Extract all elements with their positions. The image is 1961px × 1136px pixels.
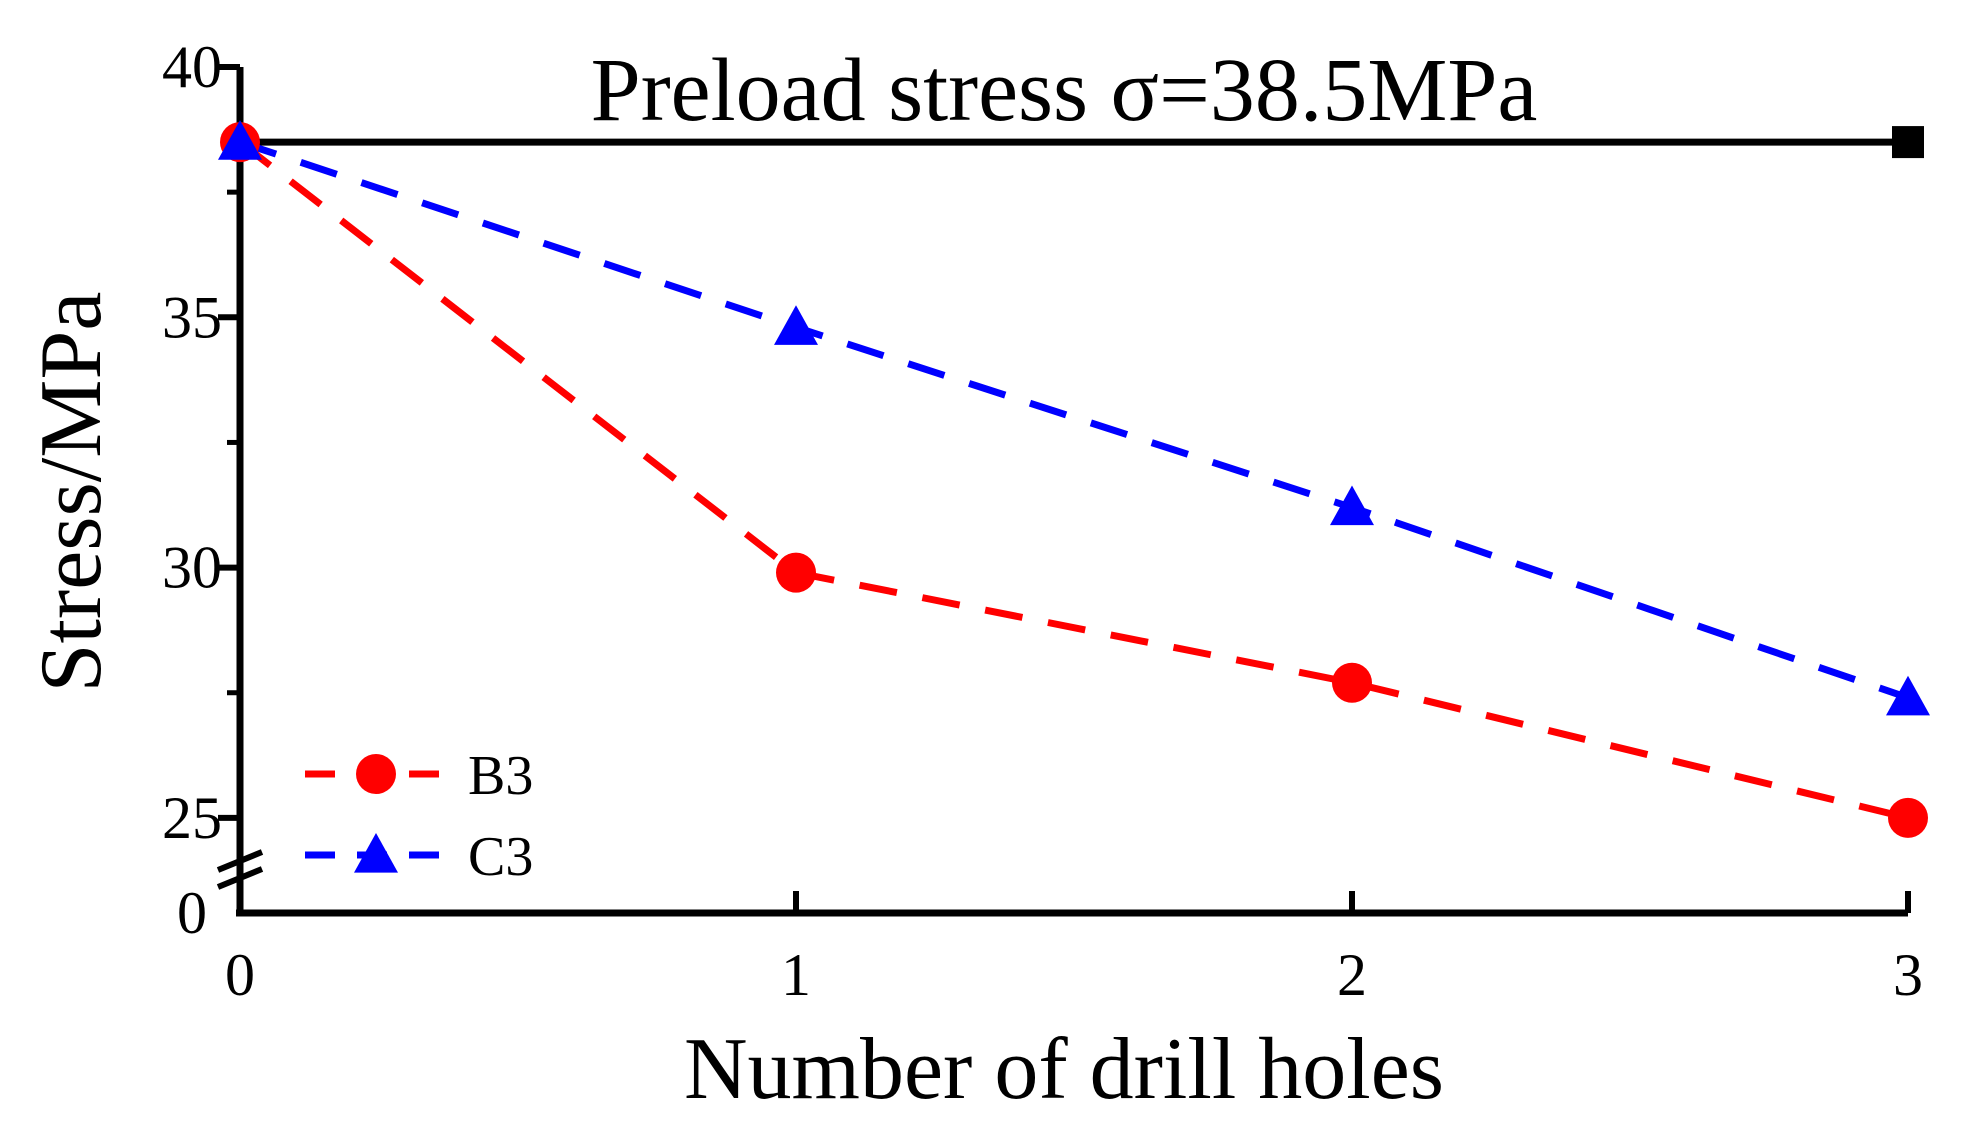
data-point-c3 [774, 305, 818, 345]
data-point-b3 [1888, 797, 1928, 838]
y-tick-label: 25 [162, 785, 222, 851]
y-tick-label: 35 [162, 284, 222, 350]
y-tick-label: 30 [162, 535, 222, 601]
y-axis-break [216, 849, 264, 890]
y-tick-label: 40 [162, 34, 222, 100]
plot-lines [237, 138, 1910, 822]
y-ticks: 40 35 30 25 [162, 34, 240, 851]
series-line-c3 [238, 138, 1910, 702]
data-point-c3 [1886, 675, 1930, 716]
preload-marker [1892, 126, 1924, 159]
y-axis-title: Stress/MPa [23, 292, 120, 693]
y-break-tick-label: 0 [177, 880, 207, 946]
data-point-b3 [776, 552, 816, 593]
data-point-c3 [1330, 485, 1374, 526]
x-ticks: 0 1 2 3 [225, 891, 1923, 1008]
plot-markers [218, 120, 1930, 838]
legend-label-b3: B3 [468, 745, 533, 807]
legend-marker-c3 [354, 833, 398, 873]
legend-label-c3: C3 [468, 826, 533, 888]
x-tick-label: 2 [1337, 942, 1367, 1008]
x-axis-title: Number of drill holes [684, 1021, 1444, 1118]
x-tick-label: 3 [1893, 942, 1923, 1008]
x-tick-label: 0 [225, 942, 255, 1008]
data-point-c3 [218, 120, 262, 160]
x-tick-label: 1 [781, 942, 811, 1008]
data-point-b3 [1332, 662, 1372, 703]
series-line-b3 [237, 139, 1909, 822]
chart-title: Preload stress σ=38.5MPa [591, 41, 1538, 140]
legend-marker-b3 [356, 754, 396, 794]
